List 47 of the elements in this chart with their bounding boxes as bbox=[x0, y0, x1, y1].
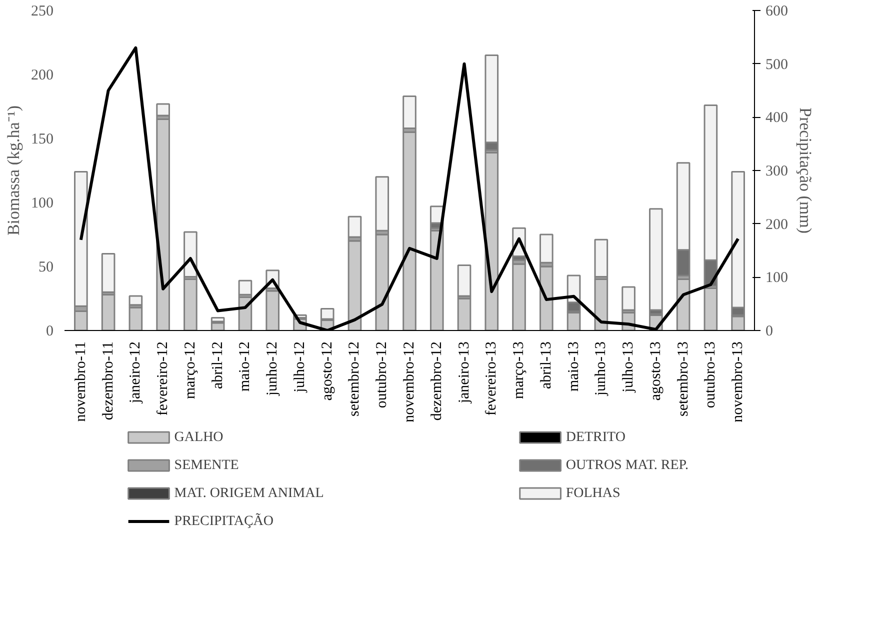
x-tick-label: julho-13 bbox=[620, 341, 637, 394]
x-tick-label: novembro-13 bbox=[730, 341, 746, 422]
x-tick-label: dezembro-12 bbox=[428, 341, 445, 421]
legend-label: SEMENTE bbox=[174, 458, 239, 473]
y-tick-label: 100 bbox=[31, 196, 54, 212]
y-tick-label: 0 bbox=[46, 324, 54, 340]
x-tick-label: novembro-11 bbox=[72, 341, 89, 422]
x-tick-label: fevereiro-13 bbox=[484, 341, 500, 416]
y2-tick-label: 0 bbox=[766, 324, 773, 340]
y-tick-label: 150 bbox=[31, 132, 54, 148]
y2-tick-label: 400 bbox=[766, 110, 788, 126]
y-tick-label: 200 bbox=[31, 68, 54, 84]
legend-label: GALHO bbox=[174, 430, 224, 445]
x-tick-label: julho-12 bbox=[292, 341, 308, 394]
legend-label: PRECIPITAÇÃO bbox=[174, 513, 274, 529]
x-tick-label: março-13 bbox=[511, 341, 528, 399]
x-tick-label: abril-12 bbox=[210, 342, 226, 389]
x-tick-label: setembro-13 bbox=[675, 341, 692, 416]
y2-tick-label: 200 bbox=[766, 216, 788, 233]
x-tick-label: junho-12 bbox=[264, 341, 281, 397]
legend-label: FOLHAS bbox=[566, 486, 620, 501]
y2-tick-label: 500 bbox=[766, 56, 788, 73]
x-tick-label: abril-13 bbox=[538, 342, 554, 389]
x-tick-label: maio-13 bbox=[566, 341, 582, 392]
x-tick-label: outubro-12 bbox=[374, 341, 390, 408]
x-tick-label: janeiro-12 bbox=[128, 342, 144, 404]
x-tick-label: junho-13 bbox=[593, 341, 610, 397]
x-tick-label: agosto-12 bbox=[319, 341, 336, 401]
x-tick-label: dezembro-11 bbox=[100, 341, 116, 420]
y2-tick-label: 100 bbox=[766, 270, 788, 286]
x-tick-label: outubro-13 bbox=[702, 341, 719, 408]
x-tick-label: agosto-13 bbox=[648, 341, 664, 401]
y2-tick-label: 600 bbox=[766, 4, 788, 20]
y2-tick-label: 300 bbox=[766, 164, 788, 180]
legend-label: OUTROS MAT. REP. bbox=[566, 458, 688, 473]
legend-label: MAT. ORIGEM ANIMAL bbox=[174, 486, 324, 501]
legend-label: DETRITO bbox=[566, 430, 626, 445]
x-tick-label: janeiro-13 bbox=[456, 342, 472, 404]
y-tick-label: 50 bbox=[38, 260, 54, 276]
x-tick-label: março-12 bbox=[182, 341, 198, 399]
x-tick-label: setembro-12 bbox=[346, 341, 363, 416]
y2-axis-title: Precipitação (mm) bbox=[796, 107, 815, 234]
y-axis-title: Biomassa (kg.ha⁻¹) bbox=[4, 105, 23, 236]
y-tick-label: 250 bbox=[31, 4, 54, 20]
x-tick-label: novembro-12 bbox=[402, 341, 418, 422]
x-tick-label: fevereiro-12 bbox=[155, 341, 172, 416]
x-tick-label: maio-12 bbox=[237, 341, 254, 392]
